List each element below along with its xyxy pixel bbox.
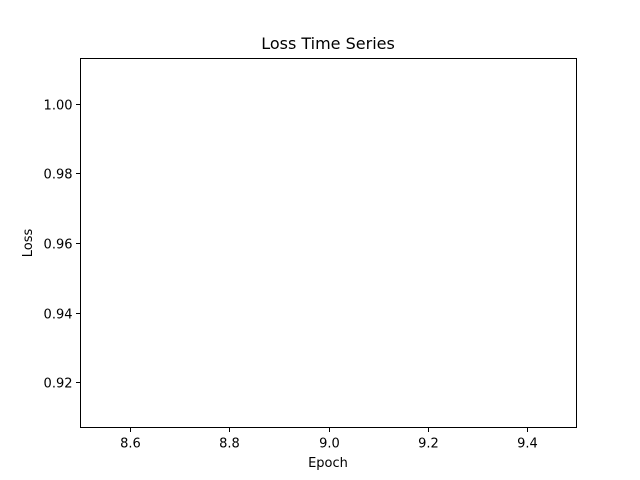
y-tick-label: 0.96 [44, 238, 73, 253]
chart-title: Loss Time Series [261, 34, 395, 53]
x-tick-label: 9.0 [319, 437, 340, 452]
x-axis-ticks: 8.6 8.8 9.0 9.2 9.4 [120, 427, 538, 452]
y-axis-label: Loss [21, 229, 36, 258]
x-axis-label: Epoch [308, 456, 348, 471]
y-tick-label: 0.94 [44, 308, 73, 323]
y-axis-ticks: 0.92 0.94 0.96 0.98 1.00 [44, 99, 81, 392]
y-tick-label: 1.00 [44, 99, 73, 114]
x-tick-label: 8.6 [120, 437, 141, 452]
x-tick-label: 8.8 [219, 437, 240, 452]
x-tick-label: 9.2 [418, 437, 439, 452]
plot-frame [80, 58, 577, 428]
y-tick-label: 0.98 [44, 168, 73, 183]
y-tick-label: 0.92 [44, 377, 73, 392]
x-tick-label: 9.4 [517, 437, 538, 452]
